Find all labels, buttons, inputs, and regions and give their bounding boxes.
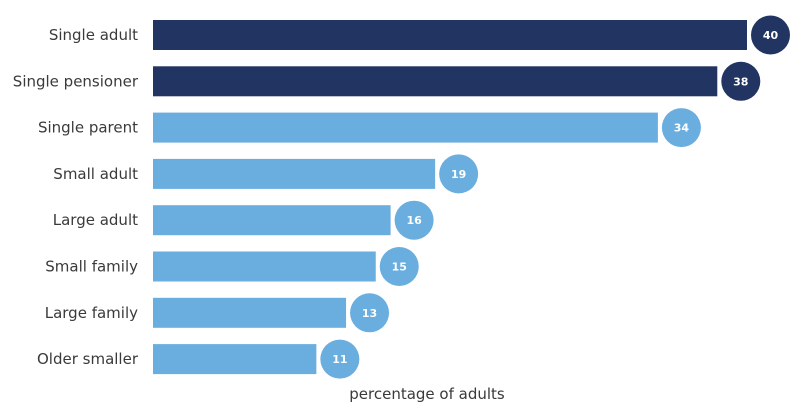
- category-label: Small family: [45, 258, 138, 276]
- bar: [153, 344, 317, 375]
- bar: [153, 20, 747, 50]
- value-badge: [751, 15, 790, 55]
- bars-group: Single adult 40 Single pensioner 38 Single p…: [13, 15, 790, 379]
- category-label: Large adult: [53, 211, 138, 229]
- value-badge: [379, 247, 419, 286]
- category-label: Single parent: [38, 119, 138, 137]
- category-label: Single pensioner: [13, 72, 139, 90]
- value-badge: [721, 61, 761, 101]
- value-label: 19: [451, 168, 466, 181]
- value-label: 38: [733, 75, 748, 88]
- bar: [153, 297, 347, 328]
- x-axis-label: percentage of adults: [349, 385, 505, 403]
- value-badge: [661, 108, 701, 148]
- value-label: 16: [406, 214, 422, 227]
- value-badge: [320, 339, 360, 379]
- value-label: 15: [392, 261, 407, 274]
- category-label: Large family: [45, 304, 138, 322]
- value-badge: [394, 200, 434, 240]
- value-label: 34: [674, 122, 690, 135]
- value-badge: [350, 293, 390, 333]
- value-label: 40: [763, 29, 779, 42]
- category-label: Single adult: [49, 26, 138, 44]
- bar: [153, 251, 376, 282]
- bar: [153, 205, 391, 236]
- category-label: Older smaller: [37, 350, 139, 368]
- bar: [153, 66, 718, 97]
- category-label: Small adult: [53, 165, 138, 183]
- value-badge: [439, 154, 479, 194]
- value-label: 13: [362, 307, 377, 320]
- bar: [153, 158, 436, 189]
- value-label: 11: [332, 353, 347, 366]
- bar: [153, 112, 658, 143]
